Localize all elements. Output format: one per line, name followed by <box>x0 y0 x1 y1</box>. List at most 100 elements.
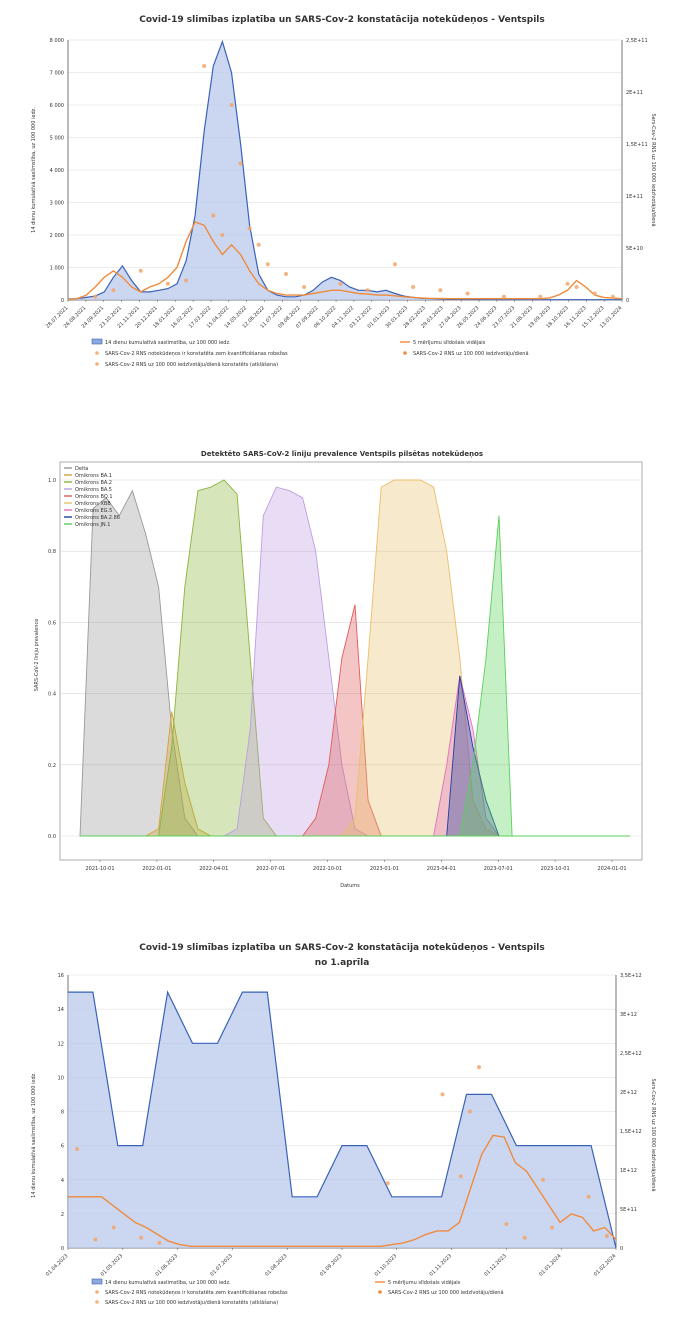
chart-3-panel: Covid-19 slimības izplatība un SARS-Cov-… <box>0 930 684 1320</box>
chart-1-legend: 14 dienu kumulatīvā saslimstība, uz 100 … <box>91 338 529 368</box>
rna-point <box>302 285 307 289</box>
rna-point <box>139 1235 144 1240</box>
chart-1-plot: 0 1 000 2 000 3 000 4 000 5 000 6 000 7 000 8 00… <box>45 38 648 330</box>
y2-tick-label: 0 <box>620 1246 623 1252</box>
legend-label: SARS-Cov-2 RNS uz 100 000 iedzīvotāju/di… <box>105 1299 278 1306</box>
legend-swatch-detected <box>95 362 99 366</box>
y-tick-label: 10 <box>58 1075 64 1081</box>
chart-1-panel: Covid-19 slimības izplatība un SARS-Cov-… <box>0 0 684 380</box>
legend-label: Omikrons EG.5 <box>75 508 112 514</box>
y-tick-label: 8 <box>61 1110 64 1116</box>
lineage-area-omikrons-jn-1 <box>80 515 630 837</box>
rna-point <box>202 64 207 68</box>
rna-point <box>465 291 470 296</box>
y-tick-label: 6 000 <box>50 103 64 109</box>
y-tick-label: 5 000 <box>50 136 64 142</box>
rna-point <box>256 242 261 247</box>
rna-point <box>229 103 234 107</box>
y-tick-label: 12 <box>58 1041 64 1047</box>
legend-label: Omikrons BA.2 <box>75 480 112 486</box>
x-tick-label: 2023-10-01 <box>541 866 570 872</box>
chart-2-xlabel: Datums <box>340 883 360 889</box>
x-tick-label: 01.11.2023 <box>429 1253 453 1277</box>
x-tick-label: 01.10.2023 <box>374 1253 398 1277</box>
chart-1-title: Covid-19 slimības izplatība un SARS-Cov-… <box>139 15 545 25</box>
y2-tick-label: 2,5E+11 <box>626 38 648 44</box>
y2-tick-label: 2E+11 <box>626 90 643 96</box>
rna-point <box>284 272 288 276</box>
legend-swatch-rna <box>378 1290 382 1294</box>
legend-label: SARS-Cov-2 RNS uz 100 000 iedzīvotāju/di… <box>413 351 529 357</box>
legend-label: SARS-Cov-2 RNS uz 100 000 iedzīvotāju/di… <box>388 1290 504 1296</box>
legend-label: SARS-Cov-2 RNS notekūdeņos ir konstatēta… <box>105 350 288 357</box>
legend-label: Omikrons BQ.1 <box>75 494 113 500</box>
rna-point <box>610 294 615 299</box>
incidence-line <box>68 990 617 1249</box>
x-tick-label: 2022-01-01 <box>142 866 171 872</box>
legend-label: Omikrons BA.5 <box>75 487 112 493</box>
legend-swatch-incidence <box>91 338 103 345</box>
legend-label: SARS-Cov-2 RNS notekūdeņos ir konstatēta… <box>105 1289 288 1296</box>
legend-label: Omikrons BA.1 <box>75 473 112 479</box>
y-tick-label: 7 000 <box>50 71 64 77</box>
rna-point <box>438 288 443 293</box>
x-tick-label: 2023-04-01 <box>427 866 456 872</box>
chart-3-title: Covid-19 slimības izplatība un SARS-Cov-… <box>139 943 545 953</box>
rna-point <box>365 288 370 293</box>
y-tick-label: 1.0 <box>48 478 56 484</box>
x-tick-label: 2024-01-01 <box>597 866 626 872</box>
y-tick-label: 0.4 <box>48 692 56 698</box>
rna-point <box>411 285 416 289</box>
x-tick-label: 2022-07-01 <box>256 866 285 872</box>
legend-label: SARS-Cov-2 RNS uz 100 000 iedzīvotāju/di… <box>105 361 278 368</box>
y-tick-label: 3 000 <box>50 201 64 207</box>
x-tick-label: 2023-07-01 <box>484 866 513 872</box>
legend-label: 14 dienu kumulatīvā saslimstība, uz 100 … <box>105 340 231 346</box>
incidence-line <box>67 39 622 301</box>
rna-point <box>265 262 270 267</box>
y-tick-label: 0 <box>61 298 64 304</box>
chart-2-plot: 0.0 0.2 0.4 0.6 0.8 1.0 2021-10-01 2022-01-01 20… <box>48 461 643 872</box>
rna-point <box>338 281 343 286</box>
x-tick-label: 01.07.2023 <box>209 1253 233 1277</box>
rna-point <box>238 161 243 166</box>
y2-tick-label: 0 <box>626 298 629 304</box>
x-tick-label: 2022-10-01 <box>313 866 342 872</box>
chart-2-panel: Detektēto SARS-CoV-2 līniju prevalence V… <box>0 440 684 900</box>
legend-swatch-below <box>95 1290 99 1294</box>
rna-point <box>501 294 506 299</box>
rna-point <box>75 1147 80 1151</box>
rna-point <box>138 268 143 273</box>
rna-point <box>211 213 216 218</box>
x-tick-label: 01.06.2023 <box>155 1253 179 1277</box>
y-tick-label: 0.8 <box>48 549 56 555</box>
legend-swatch-incidence <box>91 1278 103 1285</box>
y-tick-label: 0.0 <box>48 834 56 840</box>
rna-point <box>385 1181 390 1186</box>
rna-point <box>220 233 225 237</box>
chart-1-svg: Covid-19 slimības izplatība un SARS-Cov-… <box>31 15 656 368</box>
incidence-area <box>68 992 616 1248</box>
incidence-area <box>68 41 622 300</box>
rna-point <box>247 226 252 231</box>
x-tick-label: 2023-01-01 <box>370 866 399 872</box>
chart-3-ylabel: 14 dienu kumulatīvā saslimstība, uz 100 … <box>31 1072 37 1198</box>
legend-swatch-below <box>95 351 99 355</box>
legend-label: Delta <box>75 466 88 472</box>
x-tick-label: 01.12.2023 <box>483 1253 507 1277</box>
rna-point <box>538 294 543 299</box>
plot-frame <box>59 461 643 861</box>
y-tick-label: 2 000 <box>50 233 64 239</box>
rna-point <box>592 291 597 296</box>
legend-label: Omikrons BA.2.86 <box>75 515 120 521</box>
y2-tick-label: 2E+12 <box>620 1090 637 1096</box>
y-tick-label: 4 000 <box>50 168 64 174</box>
y2-tick-label: 3E+12 <box>620 1012 637 1018</box>
x-tick-label: 2022-04-01 <box>199 866 228 872</box>
y2-tick-label: 5E+10 <box>626 246 643 252</box>
legend-swatch-rna <box>403 351 407 355</box>
legend-label: 5 mērījumu slīdošais vidējais <box>413 339 486 346</box>
rna-point <box>184 278 189 283</box>
y-tick-label: 4 <box>61 1178 64 1184</box>
chart-3-legend: 14 dienu kumulatīvā saslimstība, uz 100 … <box>91 1278 504 1306</box>
